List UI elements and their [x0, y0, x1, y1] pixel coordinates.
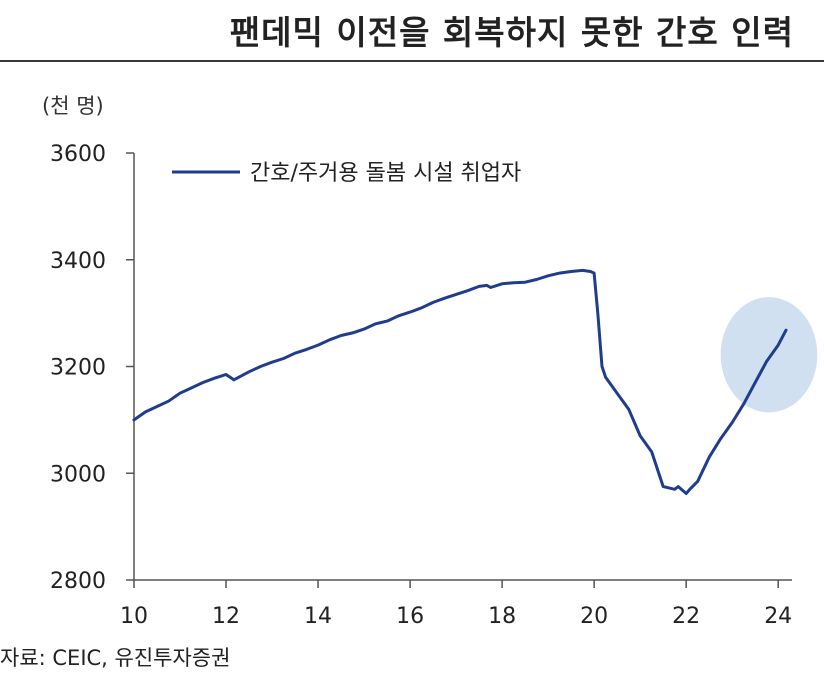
x-tick-label: 12	[212, 604, 240, 629]
chart-title: 팬데믹 이전을 회복하지 못한 간호 인력	[229, 13, 794, 52]
x-axis-ticks: 10 12 14 16 18 20 22 24	[120, 580, 792, 629]
axes	[133, 153, 792, 581]
y-tick-label: 3200	[50, 356, 106, 381]
source-note: 자료: CEIC, 유진투자증권	[0, 646, 231, 670]
x-tick-label: 10	[120, 604, 148, 629]
x-tick-label: 20	[580, 604, 608, 629]
y-tick-label: 3400	[50, 249, 106, 274]
line-chart: 2800 3000 3200 3400 3600 10 12 14 16 18 20 22 24 간호…	[50, 142, 818, 629]
x-tick-label: 24	[764, 604, 792, 629]
series-line-nursing-care-employment	[132, 268, 788, 495]
highlight-ellipse	[720, 297, 818, 413]
legend-label: 간호/주거용 돌봄 시설 취업자	[250, 161, 521, 186]
y-tick-label: 3000	[50, 462, 106, 487]
y-tick-label: 3600	[50, 142, 106, 167]
y-tick-label: 2800	[50, 569, 106, 594]
x-tick-label: 22	[672, 604, 700, 629]
title-divider	[0, 60, 824, 62]
legend: 간호/주거용 돌봄 시설 취업자	[172, 161, 521, 186]
y-axis-ticks: 2800 3000 3200 3400 3600	[50, 142, 134, 594]
y-axis-unit-label: (천 명)	[42, 94, 104, 118]
x-tick-label: 16	[396, 604, 424, 629]
x-tick-label: 18	[488, 604, 516, 629]
x-tick-label: 14	[304, 604, 332, 629]
